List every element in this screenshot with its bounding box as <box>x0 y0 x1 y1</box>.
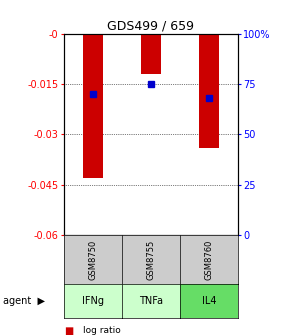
Text: IFNg: IFNg <box>82 296 104 306</box>
Text: GSM8755: GSM8755 <box>146 240 155 280</box>
Text: ■: ■ <box>64 326 73 336</box>
Text: TNFa: TNFa <box>139 296 163 306</box>
Text: agent  ▶: agent ▶ <box>3 296 45 306</box>
Bar <box>83 34 103 178</box>
Bar <box>141 34 161 74</box>
Bar <box>199 34 219 148</box>
Text: log ratio: log ratio <box>83 327 120 335</box>
Title: GDS499 / 659: GDS499 / 659 <box>107 19 194 33</box>
Text: IL4: IL4 <box>202 296 216 306</box>
Text: GSM8750: GSM8750 <box>88 240 97 280</box>
Text: GSM8760: GSM8760 <box>204 239 213 280</box>
